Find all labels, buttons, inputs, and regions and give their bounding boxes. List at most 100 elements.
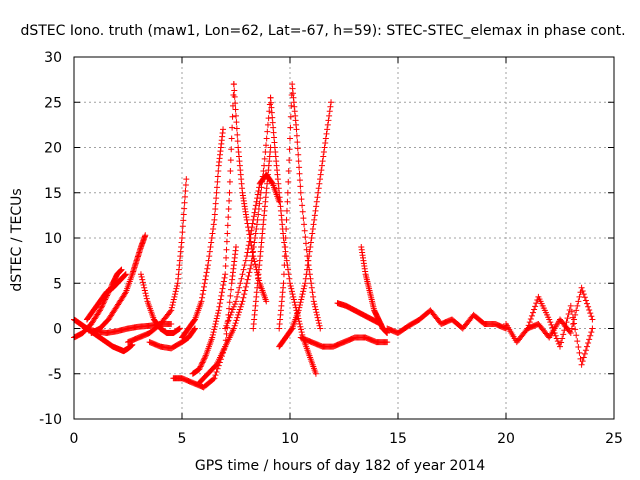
data-point [296,164,303,171]
data-point [173,285,180,292]
data-point [251,209,258,216]
data-point [300,288,307,295]
data-point [576,349,583,356]
data-point [225,206,232,213]
data-point [554,338,561,345]
data-point [234,293,241,300]
data-point [572,326,579,333]
y-axis-label: dSTEC / TECUs [9,188,25,291]
data-point [228,135,235,142]
data-point [215,307,222,314]
data-point [142,232,149,239]
data-point [98,303,105,310]
data-point [576,293,583,300]
data-point [283,225,290,232]
data-point [213,195,220,202]
data-point [213,189,220,196]
y-tick-label: 5 [53,276,62,292]
data-point [528,312,535,319]
data-point [228,309,235,316]
data-point [199,359,206,366]
data-point [234,314,241,321]
data-point [313,198,320,205]
data-point [255,211,262,218]
data-point [298,293,305,300]
data-point [224,230,231,237]
data-point [316,322,323,329]
data-point [588,329,595,336]
data-point [171,293,178,300]
data-point [205,257,212,264]
data-point [573,307,580,314]
y-tick-label: 10 [44,231,62,247]
series-arc-16 [250,144,274,332]
data-point [238,275,245,282]
data-point [298,196,305,203]
data-point [547,319,554,326]
data-point [222,263,229,270]
data-point [196,366,203,373]
series-arc-08 [146,325,198,352]
data-point [250,244,257,251]
data-point [243,253,250,260]
data-point [260,168,267,175]
data-point [560,331,567,338]
data-point [248,257,255,264]
data-point [234,138,241,145]
data-point [320,149,327,156]
data-point [223,238,230,245]
data-point [168,304,175,311]
data-point [311,212,318,219]
data-point [286,157,293,164]
series-arc-19 [297,334,391,350]
data-point [295,307,302,314]
series-arc-15 [222,171,283,332]
data-point [143,295,150,302]
data-point [97,306,104,313]
data-point [247,231,254,238]
data-point [223,246,230,253]
data-point [220,282,227,289]
data-point [581,294,588,301]
data-point [210,225,217,232]
data-point [287,135,293,142]
data-point [252,202,259,209]
data-point [211,216,218,223]
data-point [211,326,218,333]
data-point [208,235,215,241]
data-point [326,108,333,115]
y-tick-label: -5 [48,367,62,383]
data-point [200,358,207,365]
data-point [557,343,563,350]
data-point [579,358,586,365]
data-point [232,320,239,327]
data-point [247,235,254,241]
data-point [256,184,263,191]
data-point [200,287,207,294]
series-arc-12 [230,81,270,305]
data-point [384,339,391,346]
data-point [310,298,317,305]
data-point [241,262,248,269]
data-point [578,361,585,368]
series-arc-11 [189,81,237,377]
data-point [220,278,227,285]
data-point [280,271,287,278]
data-point [169,301,176,308]
data-point [248,262,255,269]
data-point [296,301,303,308]
data-point [297,189,304,196]
data-point [207,244,214,251]
data-point [553,335,560,342]
data-point [558,339,565,346]
data-point [314,194,321,201]
data-point [139,276,146,283]
data-point [118,266,125,273]
data-point [323,130,330,137]
x-tick-label: 25 [605,431,623,447]
data-point [233,112,239,119]
data-point [582,297,589,304]
data-point [214,173,221,180]
data-point [281,262,288,269]
data-point [302,234,309,241]
